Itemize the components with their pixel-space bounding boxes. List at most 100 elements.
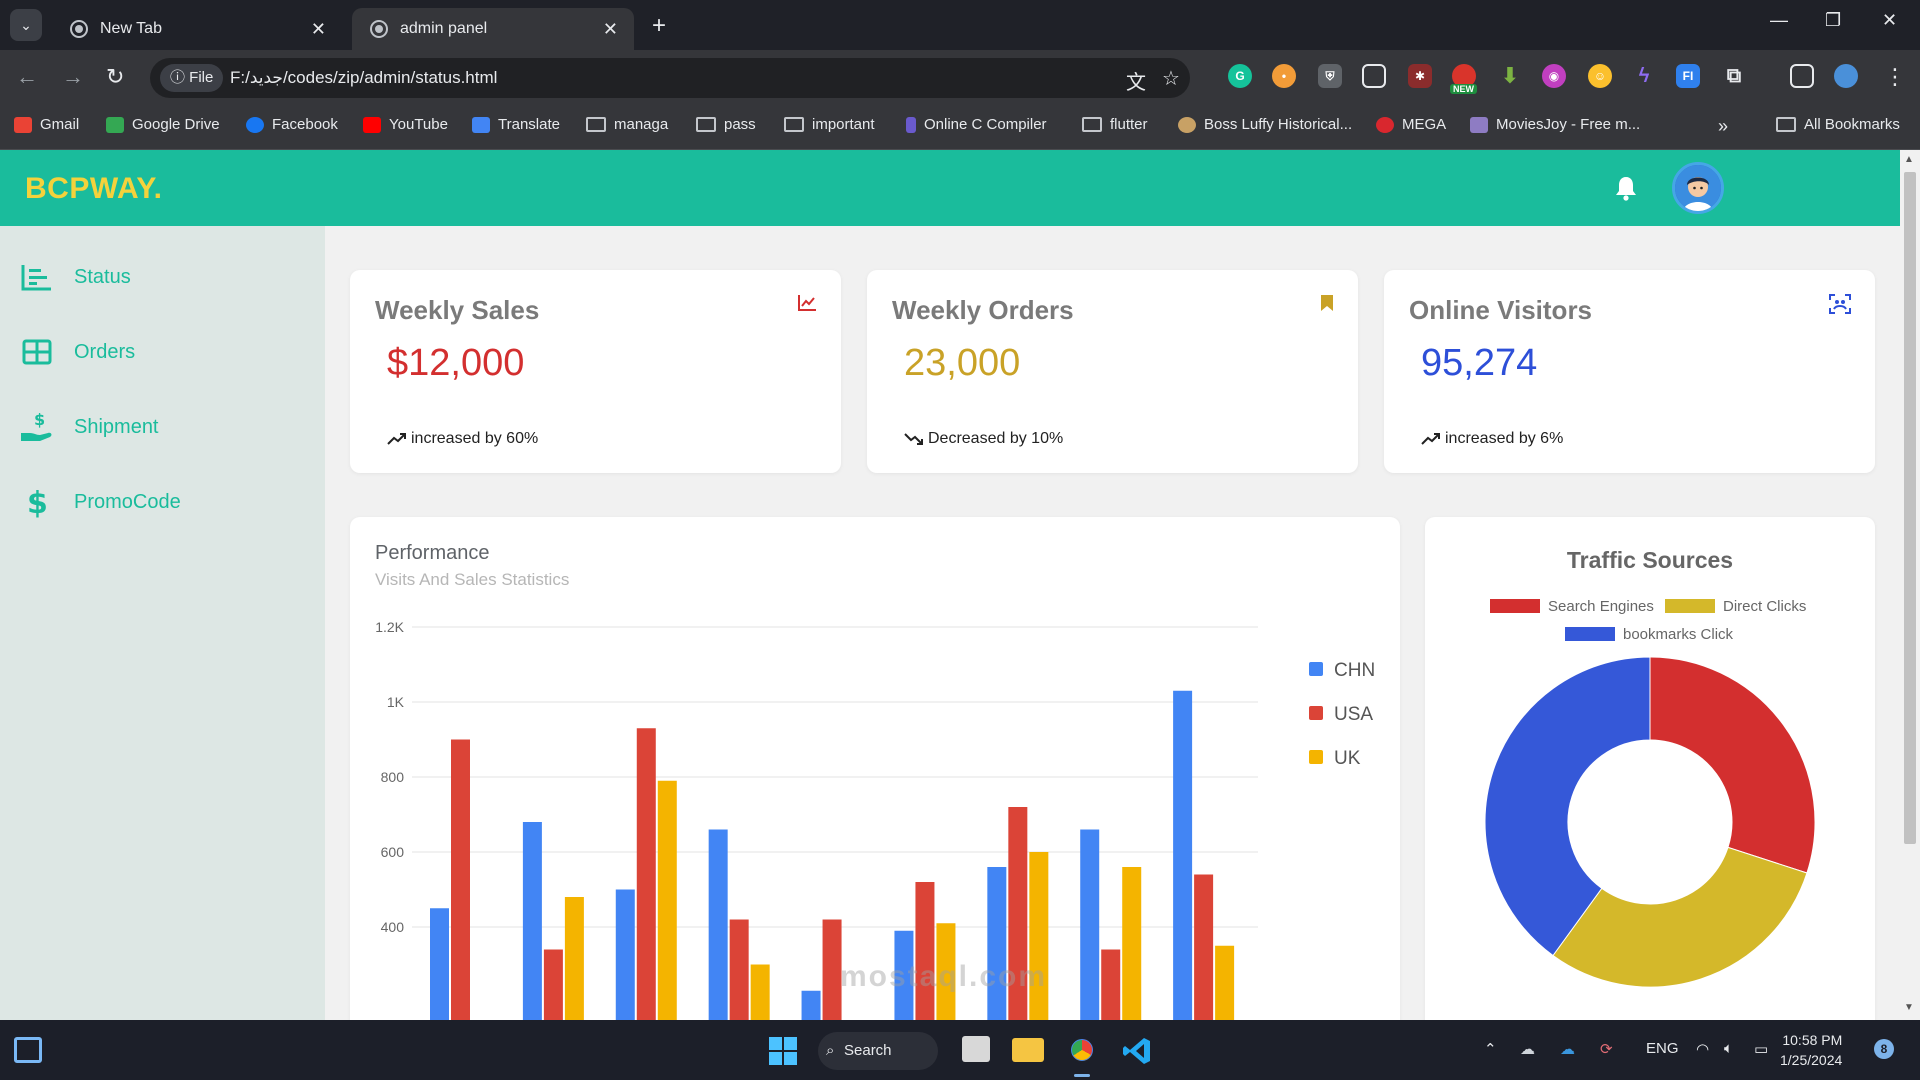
sidebar-item-shipment[interactable]: $ Shipment	[20, 411, 159, 442]
tab-search-button[interactable]: ⌄	[10, 9, 42, 41]
sidebar-item-status[interactable]: Status	[20, 262, 131, 292]
language-indicator[interactable]: ENG	[1646, 1040, 1679, 1057]
bookmark-all-bookmarks[interactable]: All Bookmarks	[1776, 116, 1900, 133]
scroll-thumb[interactable]	[1904, 172, 1916, 844]
scroll-down-arrow-icon[interactable]: ▼	[1904, 1002, 1914, 1013]
grammarly-extension-icon[interactable]: G	[1228, 64, 1252, 88]
windows-start-icon[interactable]	[768, 1036, 798, 1066]
bookmark-folder-managa[interactable]: managa	[586, 116, 668, 133]
fi-extension-icon[interactable]: FI	[1676, 64, 1700, 88]
minimize-icon[interactable]: —	[1770, 10, 1788, 30]
browser-tab-strip: ⌄ New Tab ✕ admin panel ✕ + — ❐ ✕	[0, 0, 1920, 50]
chrome-favicon-icon	[70, 20, 88, 38]
bookmark-facebook[interactable]: Facebook	[246, 116, 338, 133]
stat-trend-text: increased by 6%	[1445, 430, 1564, 447]
stat-value: 95,274	[1421, 342, 1538, 384]
legend-swatch	[1309, 662, 1323, 676]
bookmark-translate[interactable]: Translate	[472, 116, 560, 133]
legend-label: CHN	[1334, 660, 1375, 681]
bookmark-boss-luffy[interactable]: Boss Luffy Historical...	[1178, 116, 1352, 133]
bolt-extension-icon[interactable]: ϟ	[1638, 65, 1650, 87]
bar-usa	[1101, 949, 1121, 1020]
bookmark-mega[interactable]: MEGA	[1376, 116, 1446, 133]
page-scrollbar[interactable]: ▲ ▼	[1900, 150, 1920, 1020]
cloud-icon[interactable]: ☁	[1520, 1041, 1535, 1058]
sidebar-item-label: Shipment	[74, 415, 159, 438]
extension-icon[interactable]: •	[1272, 64, 1296, 88]
stat-trend-text: Decreased by 10%	[928, 430, 1064, 447]
bookmark-label: YouTube	[389, 116, 448, 133]
sidebar-item-promocode[interactable]: $ PromoCode	[20, 486, 181, 518]
legend-label: UK	[1334, 748, 1361, 769]
clock-date: 1/25/2024	[1780, 1052, 1843, 1068]
chrome-taskbar-icon[interactable]	[1068, 1036, 1096, 1064]
line-chart-icon	[798, 295, 816, 311]
battery-icon[interactable]: ▭	[1754, 1041, 1769, 1058]
bookmark-folder-important[interactable]: important	[784, 116, 875, 133]
restore-icon[interactable]: ❐	[1825, 10, 1842, 30]
more-bookmarks-chevron-icon[interactable]: »	[1718, 116, 1729, 136]
paw-extension-icon[interactable]: ✱	[1408, 64, 1432, 88]
taskbar-search[interactable]: ⌕ Search	[818, 1032, 938, 1070]
circle-extension-icon[interactable]: ◉	[1542, 64, 1566, 88]
file-explorer-icon[interactable]	[1012, 1038, 1044, 1062]
onedrive-icon[interactable]: ☁	[1560, 1041, 1575, 1058]
back-arrow-icon[interactable]: ←	[16, 64, 38, 89]
bookmark-label: Gmail	[40, 116, 80, 133]
bookmark-label: Facebook	[272, 116, 338, 133]
bookmark-star-icon[interactable]: ☆	[1162, 68, 1180, 90]
system-clock[interactable]: 10:58 PM 1/25/2024	[1780, 1030, 1842, 1070]
tab-new-tab[interactable]: New Tab ✕	[52, 8, 342, 50]
stat-title: Online Visitors	[1409, 295, 1593, 325]
close-tab-icon[interactable]: ✕	[310, 18, 326, 39]
puzzle-extensions-icon[interactable]: ⧉	[1726, 65, 1742, 87]
svg-text:$: $	[34, 411, 45, 429]
widgets-icon[interactable]	[14, 1037, 42, 1063]
bookmark-google-drive[interactable]: Google Drive	[106, 116, 220, 133]
bookmark-label: Google Drive	[132, 116, 220, 133]
forward-arrow-icon[interactable]: →	[62, 64, 84, 89]
translate-page-icon[interactable]: ⽂	[1126, 72, 1146, 94]
site-info-button[interactable]: ⓘ File	[160, 64, 224, 92]
sync-icon[interactable]: ⟳	[1600, 1041, 1613, 1058]
profile-avatar-icon[interactable]	[1834, 64, 1858, 88]
legend-label: Search Engines	[1548, 598, 1654, 615]
wifi-icon[interactable]: ◠	[1696, 1041, 1710, 1058]
close-tab-icon[interactable]: ✕	[602, 18, 618, 39]
bookmark-youtube[interactable]: YouTube	[363, 116, 448, 133]
bell-icon[interactable]	[1615, 175, 1637, 201]
bookmark-gmail[interactable]: Gmail	[14, 116, 79, 133]
grid-icon	[20, 337, 54, 367]
bookmark-moviesjoy[interactable]: MoviesJoy - Free m...	[1470, 116, 1640, 133]
compiler-icon	[906, 116, 916, 133]
cube-extension-icon[interactable]	[1362, 64, 1386, 88]
tab-admin-panel[interactable]: admin panel ✕	[352, 8, 634, 50]
moviesjoy-icon	[1470, 116, 1488, 133]
reload-icon[interactable]: ↻	[106, 64, 125, 89]
new-tab-button[interactable]: +	[652, 12, 667, 39]
window-close-icon[interactable]: ✕	[1882, 10, 1898, 30]
bar-usa	[636, 728, 656, 1020]
stat-trend: increased by 6%	[1421, 430, 1563, 448]
vscode-icon[interactable]	[1122, 1036, 1152, 1066]
address-bar[interactable]: ⓘ File F:/جديد/codes/zip/admin/status.ht…	[150, 58, 1190, 98]
sidebar-item-label: Status	[74, 265, 131, 288]
task-view-icon[interactable]	[962, 1036, 990, 1062]
side-panel-icon[interactable]	[1790, 64, 1814, 88]
menu-kebab-icon[interactable]: ⋮	[1884, 64, 1906, 89]
sidebar-item-orders[interactable]: Orders	[20, 337, 135, 367]
url-text[interactable]: F:/جديد/codes/zip/admin/status.html	[230, 68, 498, 87]
bar-chn	[615, 889, 635, 1020]
bookmark-folder-pass[interactable]: pass	[696, 116, 756, 133]
bookmark-online-c-compiler[interactable]: Online C Compiler	[906, 116, 1047, 133]
bookmark-folder-flutter[interactable]: flutter	[1082, 116, 1148, 133]
app-logo[interactable]: BCPWAY.	[25, 172, 163, 205]
volume-icon[interactable]: 🔈︎	[1724, 1040, 1734, 1057]
scroll-up-arrow-icon[interactable]: ▲	[1904, 154, 1914, 165]
notification-badge[interactable]: 8	[1874, 1039, 1894, 1059]
shield-extension-icon[interactable]: ⛨	[1318, 64, 1342, 88]
download-extension-icon[interactable]: ⬇	[1500, 63, 1520, 88]
smile-extension-icon[interactable]: ☺	[1588, 64, 1612, 88]
user-avatar[interactable]	[1672, 162, 1724, 214]
tray-chevron-up-icon[interactable]: ⌃	[1484, 1041, 1497, 1058]
